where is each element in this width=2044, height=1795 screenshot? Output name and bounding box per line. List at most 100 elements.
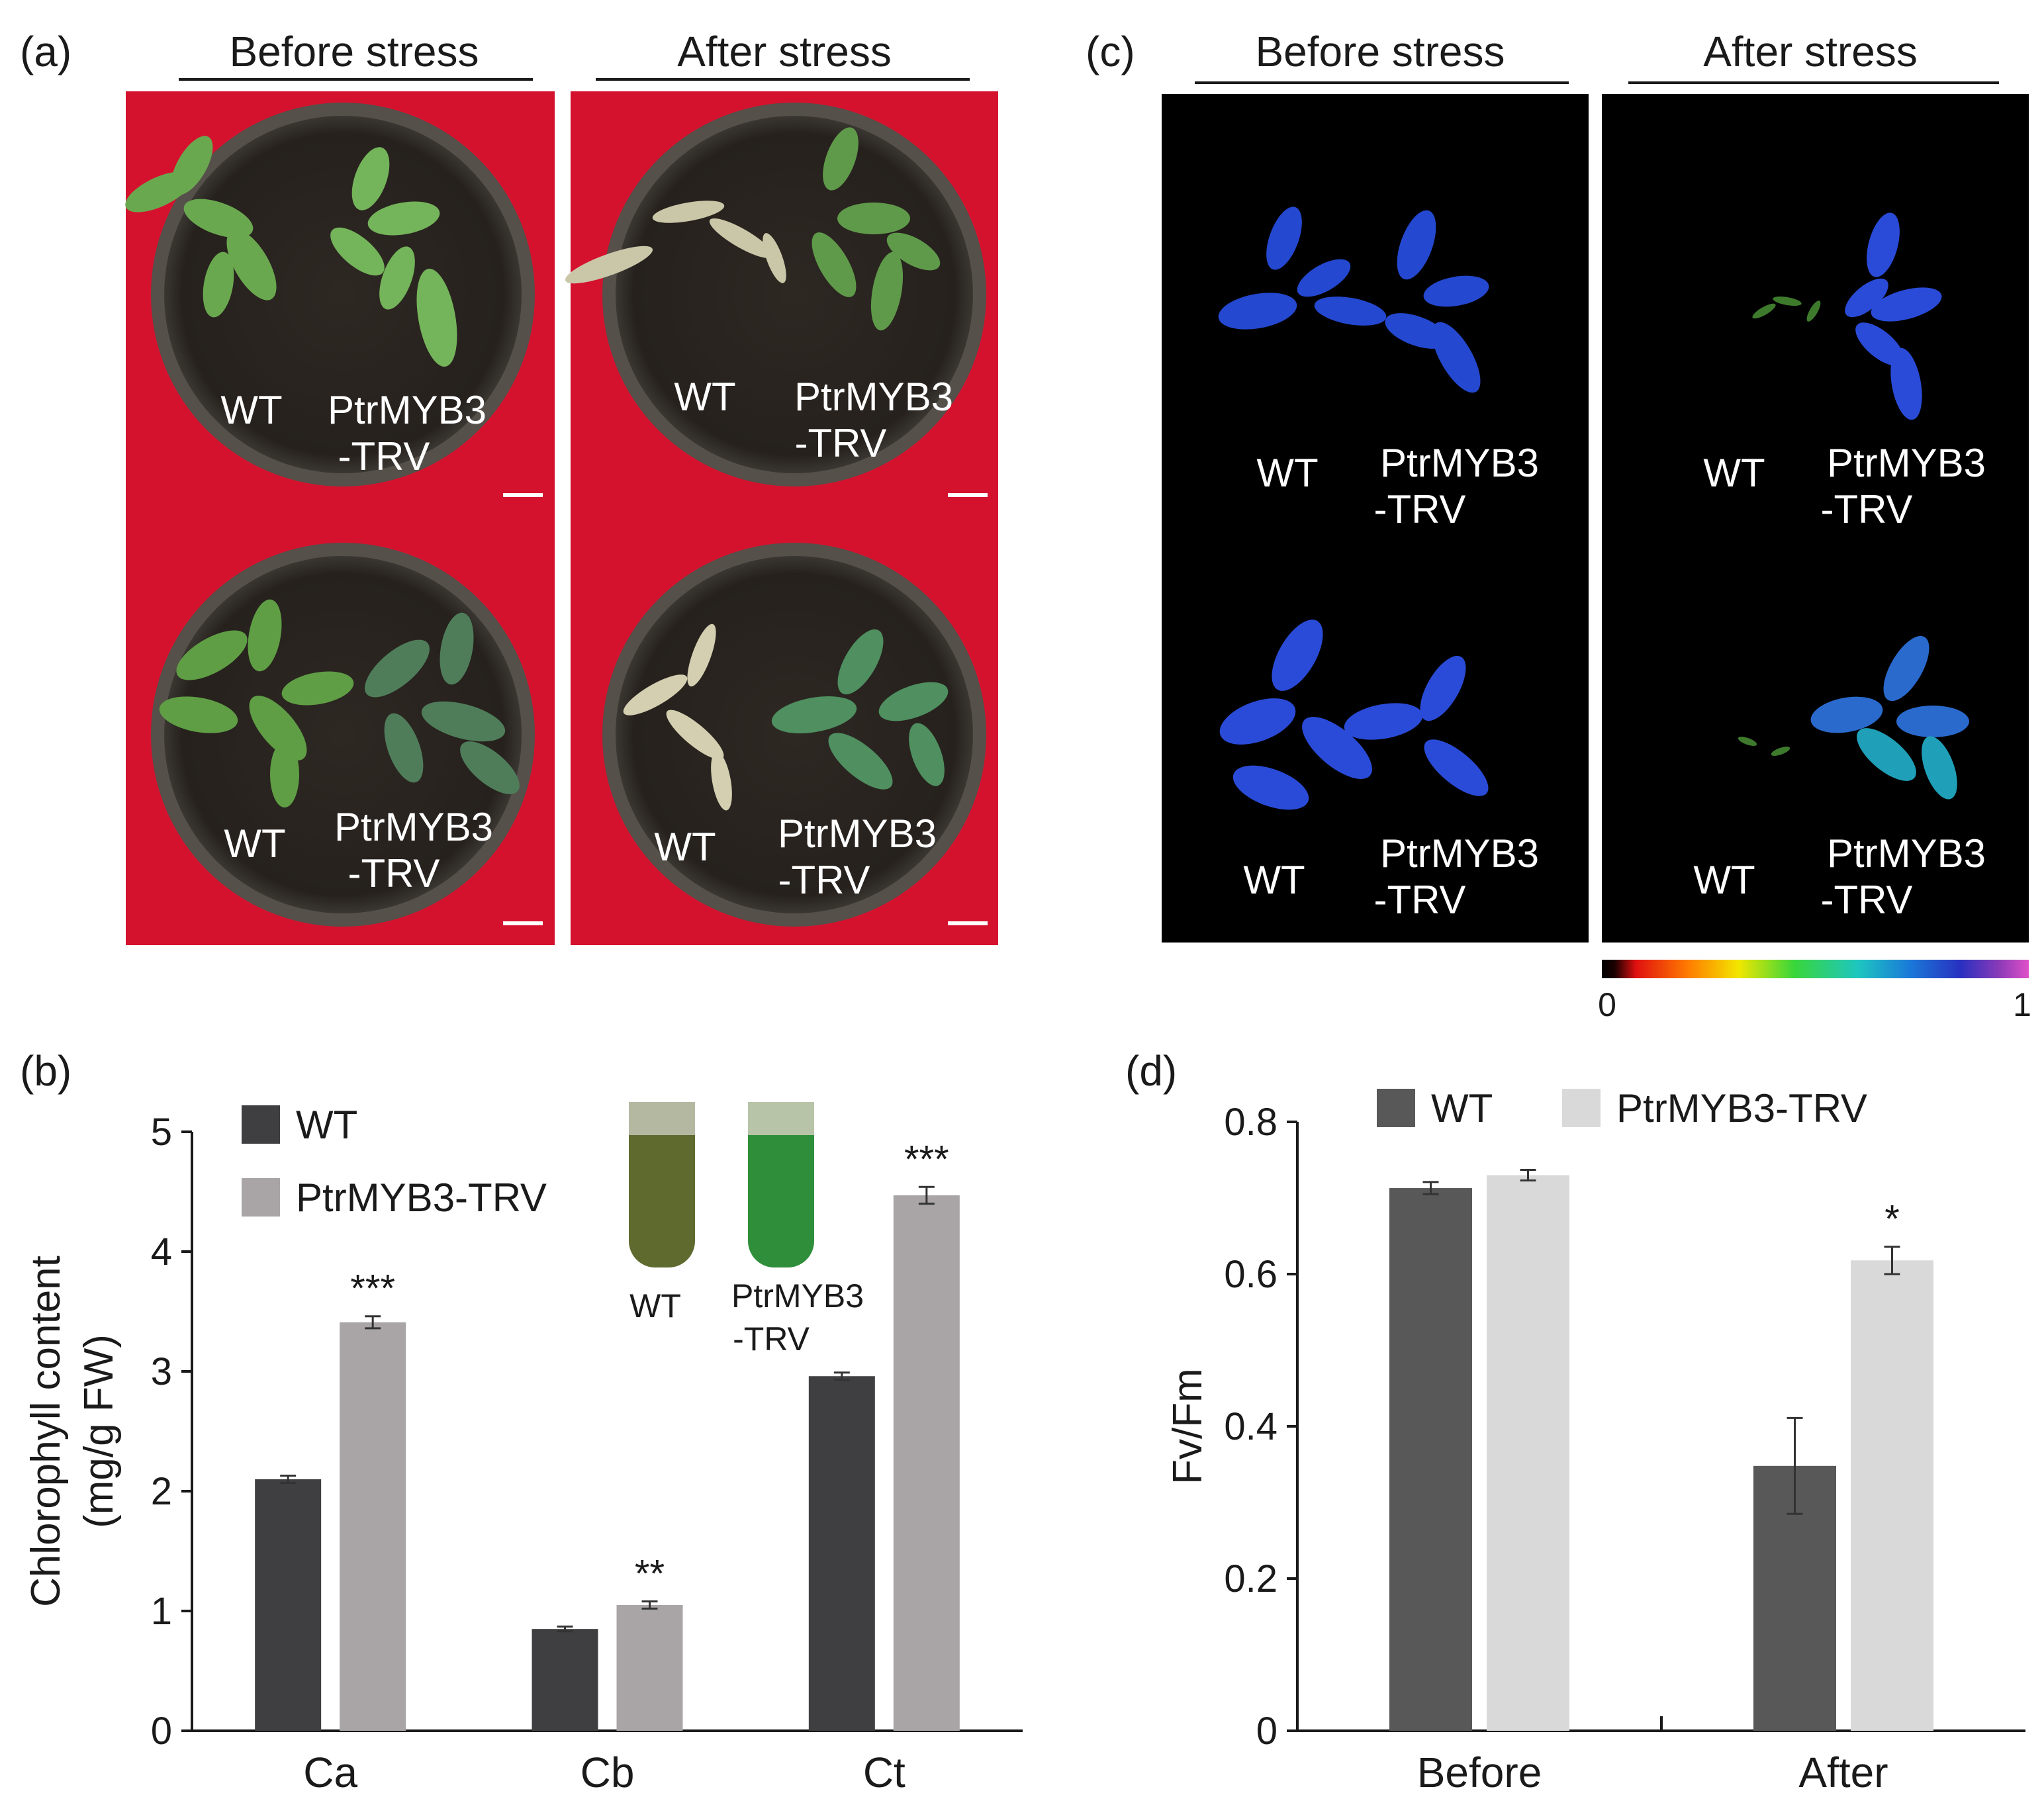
bar	[1487, 1175, 1569, 1731]
significance-label: **	[635, 1553, 665, 1596]
x-category-label: After	[1798, 1749, 1888, 1795]
fluor-plants-after-bottom	[1738, 635, 1969, 800]
tube-trv-cap	[748, 1102, 814, 1135]
bar	[893, 1195, 960, 1731]
scale-bar	[503, 921, 543, 925]
fluor-frame-before	[1162, 94, 1589, 943]
pot-before-bottom: WT PtrMYB3 -TRV	[151, 543, 543, 927]
legend-swatch	[242, 1178, 280, 1217]
fluor-label-trv-line1: PtrMYB3	[1380, 441, 1539, 485]
plant-wt	[159, 599, 354, 807]
scale-bar	[948, 493, 988, 497]
bar	[808, 1376, 875, 1731]
y-axis-title-line1: Chlorophyll content	[23, 1256, 69, 1607]
bar	[340, 1322, 406, 1731]
fluor-plants-before-bottom	[1219, 620, 1489, 810]
pot-label-trv-line1: PtrMYB3	[328, 388, 487, 432]
panel-b-label: (b)	[20, 1047, 71, 1095]
y-tick-label: 0.4	[1224, 1405, 1278, 1448]
pot-label-wt: WT	[674, 375, 735, 419]
panel-c-label: (c)	[1086, 28, 1135, 75]
legend-swatch	[1562, 1089, 1601, 1127]
legend-label: WT	[296, 1103, 357, 1147]
pot-label-trv-line2: -TRV	[338, 434, 430, 479]
panel-a-label: (a)	[20, 28, 71, 75]
bar	[532, 1629, 598, 1731]
chart-b-chlorophyll: 0 1 2 3 4 5 Chlorophyll content (mg/g FW) Ca *** C…	[23, 1103, 1023, 1795]
pot-label-trv-line2: -TRV	[795, 421, 887, 465]
fluor-frame-after	[1602, 94, 2029, 943]
tube-wt-cap	[629, 1102, 695, 1135]
significance-label: ***	[904, 1138, 949, 1181]
y-tick-label: 2	[151, 1470, 172, 1513]
colorbar-gradient	[1602, 960, 2029, 978]
legend-label: PtrMYB3-TRV	[296, 1175, 547, 1220]
fluor-label-trv-line2: -TRV	[1374, 487, 1466, 531]
plant-trv	[330, 147, 457, 367]
pot-label-wt: WT	[224, 821, 285, 866]
plant-trv	[365, 612, 520, 794]
tube-label-wt: WT	[629, 1287, 681, 1324]
tube-label-trv-line2: -TRV	[733, 1320, 810, 1358]
pot-label-trv-line1: PtrMYB3	[778, 811, 937, 856]
plant-wt	[125, 136, 277, 318]
legend-swatch	[1377, 1089, 1415, 1127]
pot-after-top: WT PtrMYB3 -TRV	[565, 103, 988, 497]
y-tick-label: 5	[151, 1111, 172, 1154]
y-axis-title-line2: (mg/g FW)	[76, 1334, 122, 1528]
pot-label-trv-line2: -TRV	[348, 851, 440, 896]
x-category-label: Before	[1417, 1749, 1542, 1795]
pot-label-trv-line2: -TRV	[778, 858, 870, 902]
panel-d-label: (d)	[1125, 1047, 1177, 1095]
x-category-label: Ca	[303, 1749, 357, 1795]
y-tick-label: 0.8	[1224, 1101, 1278, 1144]
y-tick-label: 3	[151, 1350, 172, 1393]
fluor-label-trv-line1: PtrMYB3	[1827, 441, 1986, 485]
pot-label-trv-line1: PtrMYB3	[794, 375, 953, 419]
panel-c-before-title: Before stress	[1255, 28, 1505, 75]
y-tick-label: 0	[151, 1710, 172, 1753]
fluor-label-trv-line2: -TRV	[1374, 878, 1466, 922]
fluor-plants-after-top	[1752, 212, 1942, 420]
panel-a-photo-before: WT PtrMYB3 -TRV WT	[125, 91, 555, 945]
bar	[1389, 1188, 1472, 1731]
y-axis-title: Fv/Fm	[1165, 1368, 1211, 1485]
colorbar: 0 1	[1598, 960, 2031, 1023]
bar	[1851, 1260, 1933, 1731]
panel-a-after-title: After stress	[677, 28, 892, 75]
pot-after-bottom: WT PtrMYB3 -TRV	[602, 543, 988, 927]
tube-wt	[629, 1102, 695, 1267]
y-tick-label: 0	[1256, 1710, 1278, 1753]
panel-c-after-title: After stress	[1703, 28, 1918, 75]
panel-a-photo-after: WT PtrMYB3 -TRV WT PtrMYB3 -TR	[565, 91, 998, 945]
y-tick-label: 0.2	[1224, 1557, 1278, 1600]
plant-trv	[771, 629, 949, 790]
colorbar-max-label: 1	[2013, 986, 2031, 1023]
fluor-label-trv-line2: -TRV	[1821, 878, 1913, 922]
bar	[255, 1479, 322, 1731]
fluor-label-wt: WT	[1243, 858, 1305, 902]
pot-label-trv-line1: PtrMYB3	[334, 805, 493, 849]
colorbar-min-label: 0	[1598, 986, 1616, 1023]
plant-wt-wilted	[565, 201, 786, 284]
significance-label: ***	[350, 1267, 395, 1311]
fluor-label-wt: WT	[1256, 451, 1318, 495]
fluor-label-trv-line1: PtrMYB3	[1827, 831, 1986, 876]
x-category-label: Ct	[863, 1749, 906, 1795]
x-category-label: Cb	[581, 1749, 635, 1795]
y-tick-label: 1	[151, 1590, 172, 1633]
legend-swatch	[242, 1105, 280, 1144]
y-tick-label: 4	[151, 1230, 172, 1273]
fluor-plants-before-top	[1218, 207, 1489, 393]
scale-bar	[948, 921, 988, 925]
tube-label-trv-line1: PtrMYB3	[731, 1277, 864, 1314]
plant-wt-wilted	[623, 623, 732, 811]
pot-before-top: WT PtrMYB3 -TRV	[125, 103, 543, 497]
chart-d-fvfm: 0 0.2 0.4 0.6 0.8 Fv/Fm Before After * WT PtrMYB3-…	[1165, 1086, 2025, 1795]
panel-a-before-title: Before stress	[229, 28, 479, 75]
bar	[616, 1604, 683, 1731]
fluor-label-trv-line1: PtrMYB3	[1380, 831, 1539, 876]
y-tick-label: 0.6	[1224, 1253, 1278, 1296]
tube-trv	[748, 1102, 814, 1267]
